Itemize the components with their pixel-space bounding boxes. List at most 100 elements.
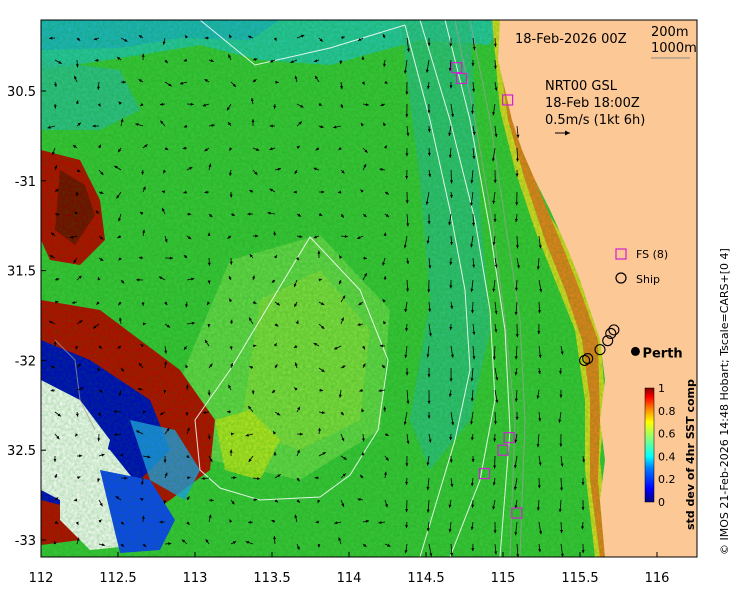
current-vector-head xyxy=(118,257,122,261)
current-vector-head xyxy=(559,529,563,534)
current-vector-head xyxy=(360,122,364,127)
current-vector-head xyxy=(516,134,520,138)
current-vector-head xyxy=(229,319,233,323)
current-vector-head xyxy=(207,280,211,284)
current-vector-head xyxy=(142,410,146,414)
current-vector-head xyxy=(113,410,117,414)
current-vector-head xyxy=(97,103,101,107)
current-vector-head xyxy=(160,412,164,415)
current-vector-head xyxy=(161,190,166,194)
ship-markers-layer xyxy=(579,324,620,366)
current-vector-head xyxy=(294,362,298,366)
current-vector-head xyxy=(403,244,407,249)
x-tick-label: 113 xyxy=(183,571,208,586)
current-vector-head xyxy=(404,354,408,359)
current-vector-head xyxy=(494,311,498,315)
current-vector-head xyxy=(472,88,476,92)
current-vector-head xyxy=(118,148,122,153)
current-vector-head xyxy=(142,322,146,326)
current-vector-head xyxy=(378,520,382,524)
current-vector-head xyxy=(179,81,184,85)
current-vector-head xyxy=(183,124,188,128)
current-vector-head xyxy=(426,240,430,244)
current-vector-head xyxy=(449,43,453,47)
current-vector-head xyxy=(94,58,99,62)
current-vector-head xyxy=(537,370,541,375)
current-vector-head xyxy=(202,103,206,107)
current-vector-head xyxy=(362,346,365,350)
fs-marker xyxy=(503,432,515,444)
current-vector-head xyxy=(274,499,278,503)
current-vector-head xyxy=(513,465,517,469)
current-vector-head xyxy=(77,363,81,367)
current-vector-head xyxy=(135,123,139,127)
current-vector-head xyxy=(338,394,342,398)
current-vector-head xyxy=(100,236,104,240)
ship-marker xyxy=(608,324,620,336)
fs-legend-label: FS (8) xyxy=(636,248,668,261)
current-vector-head xyxy=(187,236,192,240)
current-vector-head xyxy=(560,463,564,467)
ship-marker xyxy=(602,335,614,347)
current-vector-head xyxy=(382,299,386,303)
current-vector-head xyxy=(229,34,232,39)
current-vector-head xyxy=(360,474,364,479)
fs-marker xyxy=(497,444,509,456)
current-vector-head xyxy=(472,264,476,268)
current-vector-head xyxy=(295,257,300,261)
current-vector-head xyxy=(294,75,298,80)
current-vector-head xyxy=(560,553,564,557)
current-vector-head xyxy=(426,354,430,358)
current-vector-head xyxy=(187,476,191,480)
current-vector-head xyxy=(428,439,432,443)
current-vector-head xyxy=(321,369,325,373)
current-vector-head xyxy=(581,482,585,486)
current-vector-head xyxy=(471,63,475,67)
current-vector-head xyxy=(357,236,361,239)
current-vector-head xyxy=(387,543,391,547)
y-tick-label: 30.5 xyxy=(7,85,36,100)
y-tick-label: 31.5 xyxy=(7,265,36,280)
current-vector-head xyxy=(160,120,164,124)
current-vector-head xyxy=(52,151,55,156)
current-vector-head xyxy=(449,326,453,331)
current-vector-head xyxy=(472,46,476,51)
current-vector-head xyxy=(277,474,281,478)
current-vector-head xyxy=(536,266,540,270)
current-vector-head xyxy=(115,496,119,500)
current-vector-head xyxy=(515,416,519,420)
y-axis: 30.5 -31 31.5 -32 32.5 -33 xyxy=(7,85,46,549)
current-vector-head xyxy=(53,458,57,462)
current-vector-head xyxy=(472,331,476,335)
current-vector-head xyxy=(320,125,324,129)
current-vector-head xyxy=(472,356,476,360)
current-vector-head xyxy=(558,419,562,423)
current-vector-head xyxy=(251,119,255,123)
current-vector-head xyxy=(228,121,232,126)
current-vector-head xyxy=(559,371,563,375)
current-vector-head xyxy=(272,389,276,394)
current-vector-head xyxy=(138,79,142,83)
current-vector-head xyxy=(406,288,410,292)
current-vector-head xyxy=(269,124,273,128)
current-vector-head xyxy=(99,389,103,393)
current-vector-head xyxy=(315,75,318,80)
colorbar-ticks: 0 0.2 0.4 0.6 0.8 1 xyxy=(658,382,676,509)
current-vector-head xyxy=(449,437,453,441)
current-vector-head xyxy=(581,526,585,530)
current-vector-head xyxy=(536,444,540,448)
current-vector-head xyxy=(248,520,252,524)
current-vector-head xyxy=(317,499,321,504)
current-vector-head xyxy=(516,554,520,557)
current-vector-head xyxy=(582,459,586,463)
current-vector-head xyxy=(188,167,193,170)
current-vector-head xyxy=(209,458,213,463)
current-vector-head xyxy=(357,498,361,502)
current-vector-head xyxy=(492,288,496,292)
current-vector-head xyxy=(427,221,431,225)
current-vector-head xyxy=(121,280,125,284)
current-vector-head xyxy=(49,36,53,40)
current-vector-head xyxy=(55,278,60,281)
current-vector-head xyxy=(406,440,410,444)
current-vector-head xyxy=(538,354,542,358)
